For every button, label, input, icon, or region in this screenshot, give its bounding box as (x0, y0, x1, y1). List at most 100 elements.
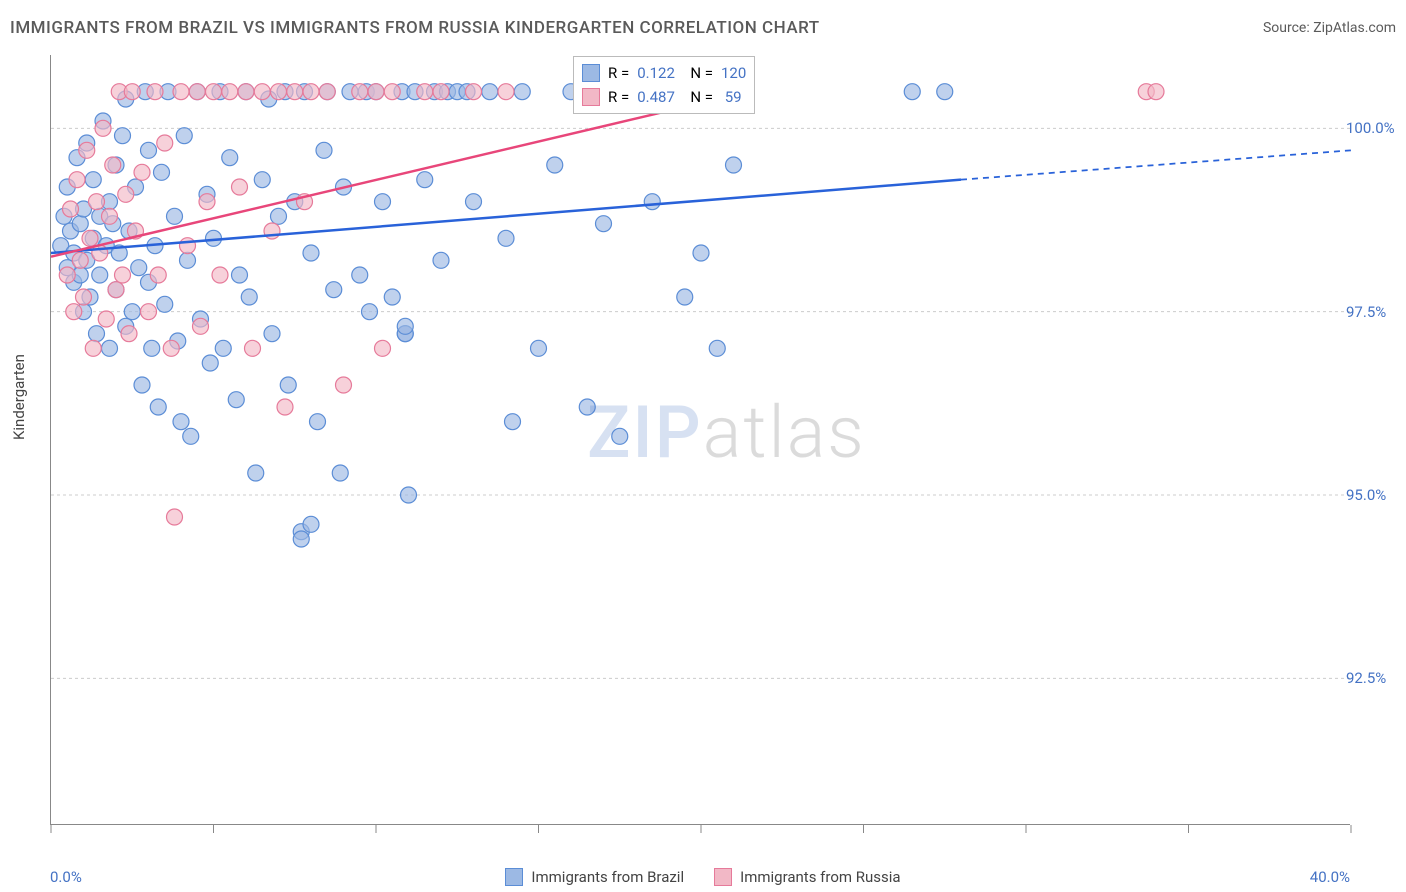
data-point (254, 84, 270, 100)
data-point (202, 355, 218, 371)
data-point (189, 84, 205, 100)
data-point (147, 84, 163, 100)
data-point (904, 84, 920, 100)
r-value: 0.487 (637, 85, 675, 109)
data-point (63, 201, 79, 217)
legend-label: Immigrants from Brazil (531, 868, 684, 886)
data-point (180, 238, 196, 254)
data-point (254, 172, 270, 188)
data-point (131, 260, 147, 276)
data-point (332, 465, 348, 481)
data-point (726, 157, 742, 173)
y-axis-label: Kindergarten (10, 354, 28, 440)
data-point (92, 267, 108, 283)
data-point (141, 304, 157, 320)
data-point (59, 267, 75, 283)
data-point (271, 208, 287, 224)
data-point (248, 465, 264, 481)
chart-title: IMMIGRANTS FROM BRAZIL VS IMMIGRANTS FRO… (10, 18, 820, 38)
chart-header: IMMIGRANTS FROM BRAZIL VS IMMIGRANTS FRO… (10, 18, 1396, 38)
data-point (401, 487, 417, 503)
legend-item: Immigrants from Brazil (505, 868, 684, 886)
data-point (375, 340, 391, 356)
data-point (287, 84, 303, 100)
data-point (228, 392, 244, 408)
data-point (163, 340, 179, 356)
data-point (336, 377, 352, 393)
data-point (326, 282, 342, 298)
scatter-svg (51, 55, 1350, 824)
data-point (531, 340, 547, 356)
data-point (72, 252, 88, 268)
data-point (180, 252, 196, 268)
data-point (241, 289, 257, 305)
data-point (498, 84, 514, 100)
data-point (498, 230, 514, 246)
plot-area: 92.5%95.0%97.5%100.0% R = 0.122 N = 120R… (50, 55, 1350, 825)
data-point (433, 252, 449, 268)
data-point (98, 311, 114, 327)
data-point (271, 84, 287, 100)
stats-row: R = 0.487 N = 59 (582, 85, 746, 109)
data-point (245, 340, 261, 356)
data-point (280, 377, 296, 393)
n-value: 120 (721, 61, 746, 85)
stats-row: R = 0.122 N = 120 (582, 61, 746, 85)
data-point (352, 84, 368, 100)
chart-source: Source: ZipAtlas.com (1263, 20, 1396, 36)
data-point (417, 172, 433, 188)
data-point (124, 84, 140, 100)
data-point (293, 531, 309, 547)
data-point (134, 164, 150, 180)
data-point (937, 84, 953, 100)
data-point (85, 172, 101, 188)
data-point (482, 84, 498, 100)
n-value: 59 (721, 85, 742, 109)
data-point (612, 428, 628, 444)
y-tick-label: 97.5% (1346, 303, 1386, 321)
data-point (85, 340, 101, 356)
data-point (212, 267, 228, 283)
data-point (89, 194, 105, 210)
y-tick-label: 100.0% (1346, 119, 1395, 137)
y-tick-label: 92.5% (1346, 669, 1386, 687)
series-swatch (582, 88, 600, 106)
data-point (222, 150, 238, 166)
data-point (232, 179, 248, 195)
data-point (108, 282, 124, 298)
data-point (709, 340, 725, 356)
data-point (579, 399, 595, 415)
data-point (157, 135, 173, 151)
y-tick-label: 95.0% (1346, 486, 1386, 504)
data-point (644, 194, 660, 210)
data-point (316, 142, 332, 158)
data-point (102, 340, 118, 356)
data-point (72, 216, 88, 232)
data-point (115, 267, 131, 283)
series-legend: Immigrants from Brazil Immigrants from Ru… (0, 868, 1406, 886)
data-point (596, 216, 612, 232)
legend-label: Immigrants from Russia (740, 868, 900, 886)
data-point (89, 326, 105, 342)
data-point (115, 128, 131, 144)
data-point (397, 318, 413, 334)
trend-line-extrapolated (961, 150, 1351, 179)
data-point (199, 194, 215, 210)
data-point (76, 289, 92, 305)
data-point (134, 377, 150, 393)
data-point (173, 84, 189, 100)
data-point (505, 414, 521, 430)
data-point (264, 326, 280, 342)
legend-item: Immigrants from Russia (714, 868, 900, 886)
data-point (66, 304, 82, 320)
data-point (150, 267, 166, 283)
data-point (183, 428, 199, 444)
r-value: 0.122 (637, 61, 675, 85)
data-point (693, 245, 709, 261)
data-point (384, 289, 400, 305)
data-point (167, 509, 183, 525)
data-point (310, 414, 326, 430)
data-point (206, 84, 222, 100)
data-point (466, 84, 482, 100)
data-point (154, 164, 170, 180)
